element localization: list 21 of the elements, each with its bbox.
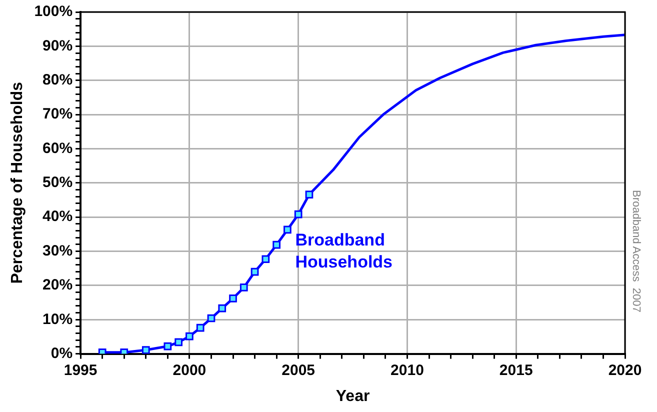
- y-tick-label: 80%: [42, 72, 73, 88]
- y-tick-label: 40%: [42, 208, 73, 226]
- x-axis-title: Year: [336, 388, 370, 405]
- y-tick-label: 30%: [42, 242, 73, 260]
- y-tick-label: 70%: [42, 106, 73, 123]
- x-tick-label: 2020: [608, 362, 642, 379]
- y-tick-label: 60%: [42, 140, 73, 157]
- y-tick-label: 100%: [34, 3, 73, 20]
- x-tick-label: 1995: [64, 362, 98, 379]
- y-tick-label: 10%: [42, 310, 73, 328]
- x-tick-label: 2000: [172, 362, 206, 379]
- y-tick-label: 90%: [42, 37, 73, 54]
- y-axis-title: Percentage of Households: [9, 82, 26, 284]
- text: Broadband Access 2007: [630, 190, 642, 312]
- x-tick-label: 2005: [282, 362, 316, 379]
- y-tick-label: 20%: [42, 276, 73, 294]
- x-tick-label: 2010: [390, 362, 424, 379]
- y-tick-label: 0%: [50, 344, 73, 362]
- y-tick-label: 50%: [42, 174, 73, 192]
- series-label: Broadband Households: [295, 230, 393, 272]
- x-tick-label: 2015: [499, 362, 533, 379]
